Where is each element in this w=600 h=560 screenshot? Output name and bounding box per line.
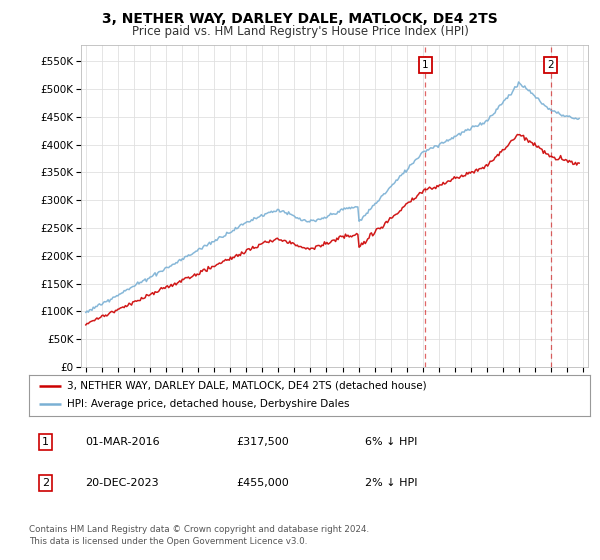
Text: HPI: Average price, detached house, Derbyshire Dales: HPI: Average price, detached house, Derb… [67, 399, 349, 409]
Text: 6% ↓ HPI: 6% ↓ HPI [365, 437, 418, 447]
Text: 2: 2 [42, 478, 49, 488]
Text: 20-DEC-2023: 20-DEC-2023 [85, 478, 158, 488]
Text: Price paid vs. HM Land Registry's House Price Index (HPI): Price paid vs. HM Land Registry's House … [131, 25, 469, 38]
Text: £455,000: £455,000 [236, 478, 289, 488]
Text: 01-MAR-2016: 01-MAR-2016 [85, 437, 160, 447]
Text: 3, NETHER WAY, DARLEY DALE, MATLOCK, DE4 2TS (detached house): 3, NETHER WAY, DARLEY DALE, MATLOCK, DE4… [67, 381, 427, 391]
Text: £317,500: £317,500 [236, 437, 289, 447]
Text: 1: 1 [422, 60, 429, 71]
Text: 3, NETHER WAY, DARLEY DALE, MATLOCK, DE4 2TS: 3, NETHER WAY, DARLEY DALE, MATLOCK, DE4… [102, 12, 498, 26]
Text: 1: 1 [42, 437, 49, 447]
Text: Contains HM Land Registry data © Crown copyright and database right 2024.
This d: Contains HM Land Registry data © Crown c… [29, 525, 369, 546]
Text: 2: 2 [547, 60, 554, 71]
Text: 2% ↓ HPI: 2% ↓ HPI [365, 478, 418, 488]
